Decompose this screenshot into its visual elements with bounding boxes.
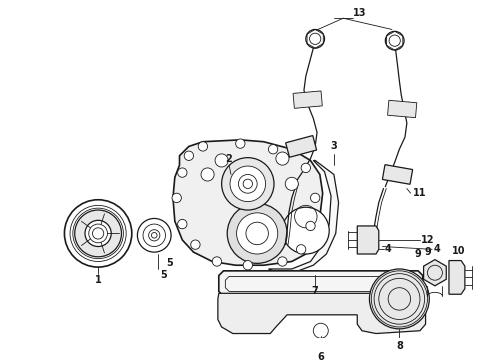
Text: 4: 4 bbox=[434, 244, 440, 254]
Circle shape bbox=[230, 166, 266, 202]
Circle shape bbox=[276, 152, 289, 165]
Circle shape bbox=[74, 210, 122, 257]
Circle shape bbox=[301, 163, 311, 172]
Circle shape bbox=[278, 257, 287, 266]
Polygon shape bbox=[423, 260, 446, 286]
Circle shape bbox=[212, 257, 221, 266]
Circle shape bbox=[296, 245, 306, 254]
Circle shape bbox=[221, 158, 274, 210]
Polygon shape bbox=[388, 100, 417, 118]
Text: 10: 10 bbox=[452, 246, 465, 256]
Circle shape bbox=[215, 154, 228, 167]
Polygon shape bbox=[173, 140, 322, 265]
Circle shape bbox=[85, 220, 111, 247]
Text: 2: 2 bbox=[226, 154, 232, 163]
Polygon shape bbox=[382, 165, 413, 184]
Circle shape bbox=[243, 261, 252, 270]
Circle shape bbox=[172, 193, 181, 203]
Circle shape bbox=[201, 168, 214, 181]
Circle shape bbox=[227, 203, 287, 264]
Circle shape bbox=[369, 269, 429, 329]
Circle shape bbox=[236, 139, 245, 148]
Circle shape bbox=[282, 207, 329, 254]
Circle shape bbox=[285, 177, 298, 190]
Circle shape bbox=[306, 221, 315, 231]
Text: 5: 5 bbox=[160, 270, 167, 280]
Circle shape bbox=[191, 240, 200, 249]
Polygon shape bbox=[293, 91, 322, 108]
Circle shape bbox=[198, 142, 208, 151]
Text: 11: 11 bbox=[413, 188, 427, 198]
Text: 13: 13 bbox=[353, 8, 367, 18]
Text: 1: 1 bbox=[95, 275, 101, 285]
Circle shape bbox=[269, 144, 278, 154]
Text: 7: 7 bbox=[312, 287, 318, 296]
Polygon shape bbox=[218, 293, 426, 333]
Circle shape bbox=[184, 151, 194, 161]
Text: 8: 8 bbox=[396, 341, 403, 351]
Text: 6: 6 bbox=[318, 352, 324, 360]
Polygon shape bbox=[219, 271, 423, 296]
Polygon shape bbox=[357, 226, 379, 254]
Text: 3: 3 bbox=[331, 141, 337, 152]
Text: 5: 5 bbox=[166, 258, 172, 268]
Polygon shape bbox=[286, 136, 317, 157]
Text: 12: 12 bbox=[421, 235, 434, 245]
Circle shape bbox=[311, 193, 320, 203]
Polygon shape bbox=[449, 261, 465, 294]
Text: 4: 4 bbox=[385, 244, 392, 254]
Circle shape bbox=[178, 219, 187, 229]
Text: 9: 9 bbox=[415, 249, 421, 259]
Circle shape bbox=[237, 213, 278, 254]
Text: 9: 9 bbox=[424, 247, 431, 257]
Polygon shape bbox=[269, 161, 339, 273]
Circle shape bbox=[178, 168, 187, 177]
